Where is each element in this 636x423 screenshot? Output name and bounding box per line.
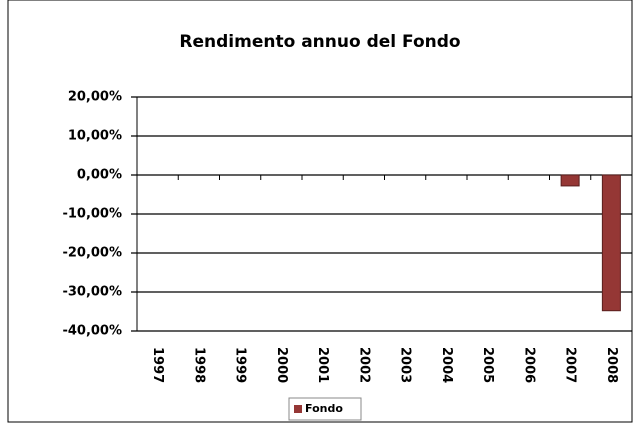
y-tick-label: -10,00% [62, 207, 122, 222]
x-tick-label: 2003 [398, 347, 413, 383]
y-tick-label: -20,00% [62, 246, 122, 261]
x-tick-label: 1997 [150, 347, 165, 383]
x-tick-label: 2008 [604, 347, 619, 383]
y-tick-label: -40,00% [62, 324, 122, 339]
x-tick-label: 1999 [233, 347, 248, 383]
x-tick-label: 2005 [480, 347, 495, 383]
chart-frame [7, 0, 633, 423]
bar [560, 174, 580, 187]
x-tick-label: 1998 [191, 347, 206, 383]
x-tick-label: 2006 [521, 347, 536, 383]
x-tick-label: 2007 [563, 347, 578, 383]
y-tick-label: 10,00% [68, 129, 122, 144]
legend-box [288, 397, 362, 421]
x-tick-label: 2002 [356, 347, 371, 383]
x-tick-label: 2001 [315, 347, 330, 383]
y-tick-label: 0,00% [77, 168, 122, 183]
chart-title: Rendimento annuo del Fondo [179, 32, 460, 52]
y-tick-label: 20,00% [68, 90, 122, 105]
legend-label: Fondo [305, 402, 343, 415]
x-tick-label: 2000 [274, 347, 289, 383]
y-tick-label: -30,00% [62, 285, 122, 300]
bar [601, 174, 621, 312]
legend-swatch [294, 405, 302, 413]
x-tick-label: 2004 [439, 347, 454, 383]
